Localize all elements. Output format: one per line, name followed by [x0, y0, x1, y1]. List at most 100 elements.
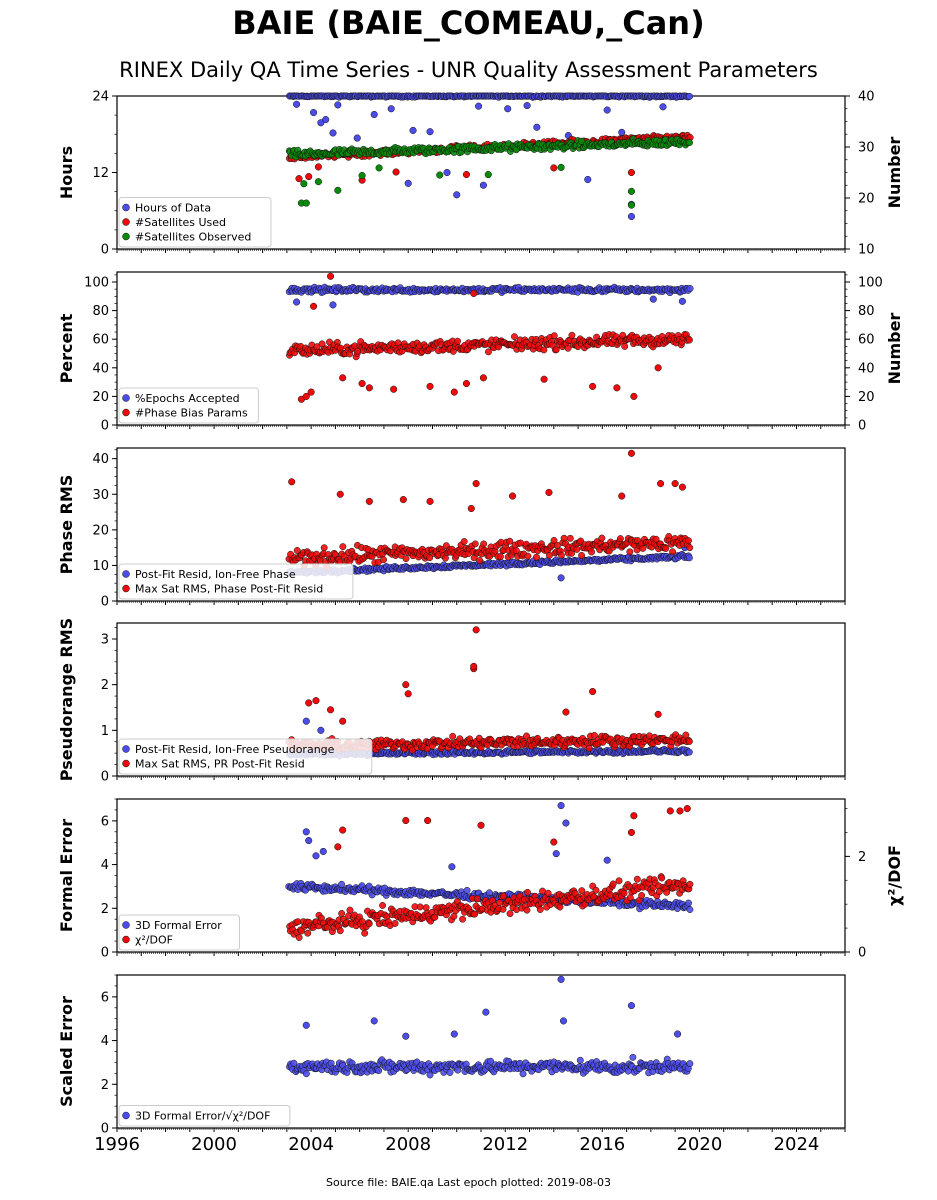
y-tick-label: 80 — [92, 304, 109, 319]
data-point-outlier — [326, 272, 335, 280]
legend: %Epochs Accepted #Phase Bias Params — [118, 387, 259, 424]
y-tick-label: 12 — [92, 166, 109, 181]
data-point-outlier — [462, 379, 470, 388]
y-tick-label: 0 — [101, 419, 109, 434]
data-point-outlier — [326, 706, 335, 714]
legend-label: #Satellites Observed — [135, 231, 251, 244]
data-point-outlier — [365, 384, 373, 392]
y-tick-label: 40 — [92, 361, 109, 376]
data-point-outlier — [390, 385, 398, 393]
y-tick-label: 100 — [84, 276, 109, 291]
data-point — [686, 336, 693, 344]
data-point-outlier — [589, 687, 597, 696]
chart-title: BAIE (BAIE_COMEAU,_Can) — [232, 4, 705, 42]
data-point-outlier — [305, 173, 313, 181]
data-point-outlier — [426, 128, 434, 136]
y-tick-label: 0 — [101, 595, 109, 610]
data-point — [686, 285, 694, 292]
data-point — [550, 332, 558, 340]
data-point-outlier — [402, 681, 410, 689]
data-point-outlier — [288, 478, 296, 486]
y-right-tick-label: 100 — [858, 276, 883, 291]
data-point-outlier — [627, 449, 636, 457]
y-tick-label: 0 — [101, 770, 109, 785]
y-tick-label: 10 — [92, 559, 109, 574]
data-point-outlier — [310, 302, 318, 310]
data-point-outlier — [392, 168, 400, 176]
y-tick-label: 3 — [101, 632, 109, 647]
data-point-outlier — [470, 289, 478, 297]
data-point-outlier — [584, 175, 592, 184]
data-point-outlier — [305, 699, 313, 707]
data-point-outlier — [293, 298, 301, 306]
legend-label: Max Sat RMS, PR Post-Fit Resid — [135, 758, 305, 771]
data-point-outlier — [339, 374, 347, 382]
data-point-outlier — [475, 102, 483, 110]
data-point — [685, 748, 693, 756]
data-point-outlier — [312, 697, 320, 705]
data-point-outlier — [370, 110, 378, 119]
legend-marker — [122, 203, 130, 212]
y-tick-label: 0 — [101, 946, 109, 961]
y-tick-label: 40 — [92, 452, 109, 467]
legend-marker — [122, 570, 130, 578]
data-point-outlier — [443, 168, 451, 177]
data-point — [598, 534, 606, 542]
y-tick-label: 20 — [92, 523, 109, 538]
data-point — [524, 552, 532, 560]
legend-label: #Phase Bias Params — [135, 407, 248, 420]
data-point-outlier — [436, 171, 444, 179]
data-point — [496, 553, 504, 561]
data-point-outlier — [627, 168, 636, 177]
legend-label: #Satellites Used — [135, 216, 226, 229]
data-point-outlier — [657, 480, 665, 488]
legend-label: Post-Fit Resid, Ion-Free Pseudorange — [135, 743, 335, 756]
data-point-outlier — [589, 382, 597, 390]
data-point-outlier — [404, 690, 412, 698]
data-point-outlier — [404, 179, 412, 187]
data-point — [686, 139, 693, 147]
data-point — [476, 557, 484, 565]
chart-subtitle: RINEX Daily QA Time Series - UNR Quality… — [119, 58, 818, 82]
data-point — [685, 554, 693, 562]
legend-marker — [122, 759, 130, 768]
y-right-tick-label: 80 — [858, 304, 875, 319]
data-point — [320, 544, 328, 552]
data-point-outlier — [358, 172, 366, 180]
data-point-outlier — [295, 175, 303, 183]
data-point-outlier — [562, 708, 570, 716]
legend-label: Hours of Data — [135, 202, 211, 215]
data-point-outlier — [545, 488, 553, 497]
data-point — [573, 545, 581, 553]
data-point-outlier — [479, 374, 487, 382]
y-right-tick-label: 10 — [858, 243, 875, 258]
legend-marker — [122, 232, 130, 241]
data-point-outlier — [627, 187, 636, 195]
y-right-tick-label: 30 — [858, 141, 875, 156]
y-right-axis-label: Number — [885, 313, 904, 385]
data-point-outlier — [314, 178, 322, 186]
legend-marker — [122, 394, 130, 402]
y-axis-label: Pseudorange RMS — [57, 618, 76, 781]
data-point-outlier — [302, 199, 310, 207]
legend: Post-Fit Resid, Ion-Free Pseudorange Max … — [118, 738, 373, 775]
data-point-outlier — [467, 504, 475, 513]
data-point — [616, 535, 624, 543]
y-axis-label: Hours — [57, 146, 76, 199]
y-tick-label: 24 — [92, 90, 109, 105]
data-point-outlier — [470, 662, 478, 670]
panel-phase: 0 10 20 30 40 Phase RMS Post-Fit Resid, Ion-Fr… — [57, 447, 846, 610]
y-tick-label: 30 — [92, 488, 109, 503]
data-point-outlier — [678, 483, 686, 491]
data-point-outlier — [678, 297, 686, 305]
data-point-outlier — [540, 375, 548, 383]
data-point — [669, 548, 677, 556]
series-blue — [285, 283, 694, 309]
data-point — [585, 744, 593, 752]
data-point-outlier — [375, 164, 383, 172]
series-red — [285, 449, 694, 571]
y-tick-label: 6 — [101, 814, 109, 829]
y-right-tick-label: 20 — [858, 390, 875, 405]
series-red — [285, 626, 693, 754]
